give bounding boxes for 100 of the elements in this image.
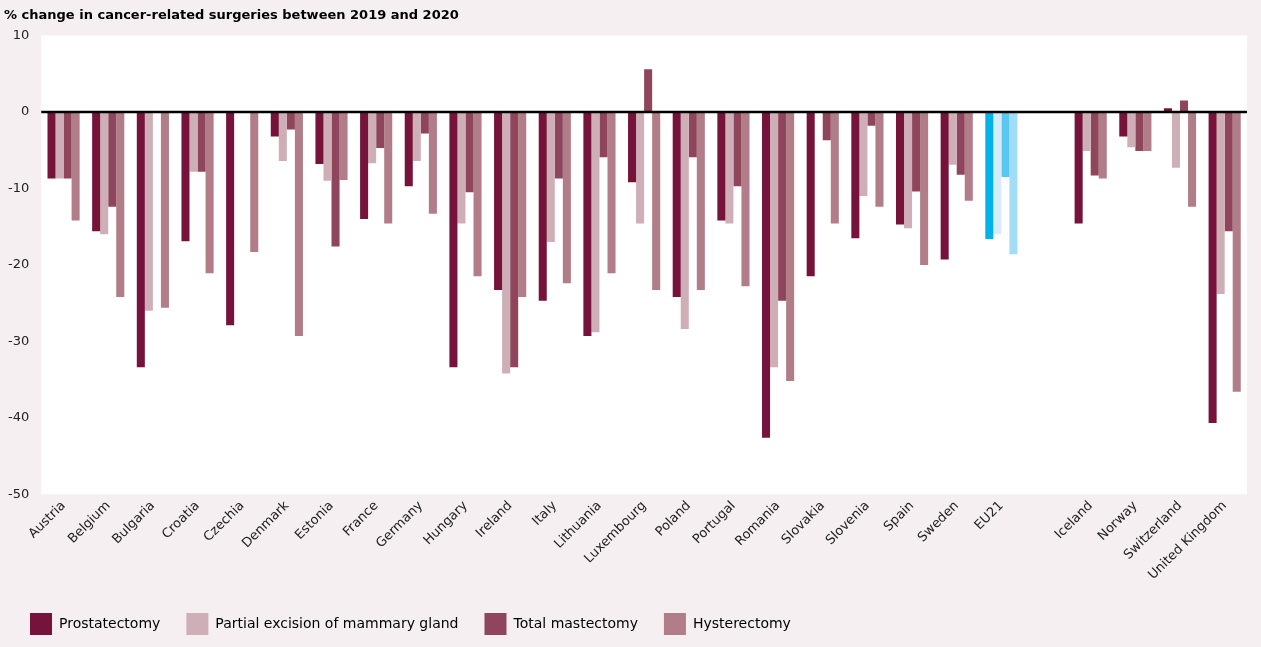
legend-label: Total mastectomy <box>512 614 638 631</box>
y-tick-label: -30 <box>8 332 30 348</box>
bar <box>859 112 868 197</box>
bar <box>904 112 913 229</box>
bar <box>1224 112 1233 232</box>
bar <box>420 112 429 134</box>
bar <box>136 112 145 368</box>
bar <box>270 112 279 137</box>
bar <box>465 112 474 193</box>
bar <box>1143 112 1152 152</box>
bar <box>628 112 637 183</box>
y-tick-label: -40 <box>8 409 30 425</box>
bar <box>1208 112 1217 424</box>
bar <box>384 112 393 224</box>
bar <box>323 112 332 181</box>
bar <box>680 112 689 330</box>
bar <box>205 112 214 274</box>
bar <box>55 112 64 179</box>
bar <box>116 112 125 297</box>
bar <box>851 112 860 239</box>
bar <box>315 112 324 165</box>
bar <box>449 112 458 368</box>
bar <box>1119 112 1128 137</box>
bar <box>920 112 929 265</box>
bar <box>741 112 750 287</box>
bar <box>599 112 608 158</box>
bar <box>518 112 527 297</box>
bar <box>412 112 421 161</box>
bar <box>806 112 815 277</box>
bar <box>1074 112 1083 224</box>
bar <box>956 112 965 175</box>
bar <box>652 112 661 291</box>
bar <box>339 112 348 181</box>
bar <box>108 112 117 207</box>
bar <box>733 112 742 187</box>
y-tick-label: -20 <box>8 256 30 272</box>
legend-label: Hysterectomy <box>692 614 791 631</box>
bar <box>822 112 831 141</box>
bar <box>100 112 109 235</box>
bar <box>368 112 377 164</box>
y-tick-label: 10 <box>12 26 30 42</box>
bar <box>144 112 153 311</box>
bar <box>160 112 169 308</box>
bar <box>940 112 949 260</box>
bar <box>181 112 190 242</box>
bar <box>912 112 921 192</box>
bar <box>189 112 198 172</box>
bar <box>762 112 771 438</box>
bar <box>948 112 957 165</box>
bar <box>404 112 413 187</box>
bar <box>562 112 571 284</box>
bar <box>895 112 905 225</box>
bar <box>473 112 482 277</box>
bar <box>964 112 973 201</box>
bar <box>644 69 653 113</box>
bar <box>1001 112 1010 177</box>
y-tick-label: 0 <box>20 103 30 119</box>
bar <box>1232 112 1241 392</box>
bar <box>538 112 547 301</box>
bar <box>376 112 385 148</box>
bar <box>591 112 600 333</box>
bar <box>250 112 259 252</box>
bar <box>607 112 616 274</box>
y-tick-label: -10 <box>8 179 30 195</box>
bar <box>1098 112 1107 179</box>
bar <box>770 112 779 368</box>
legend-label: Partial excision of mammary gland <box>215 614 459 631</box>
bar <box>510 112 519 368</box>
bar <box>1216 112 1225 294</box>
bar <box>786 112 795 382</box>
legend-label: Prostatectomy <box>59 614 161 631</box>
bar <box>583 112 592 336</box>
bar <box>428 112 437 214</box>
bar <box>494 112 503 291</box>
bar <box>1135 112 1144 152</box>
bar <box>554 112 563 179</box>
chart-title: % change in cancer-related surgeries between 2019 and 2020 <box>4 7 459 23</box>
bar <box>1171 112 1181 168</box>
bar <box>1188 112 1197 207</box>
bar <box>546 112 555 242</box>
bar <box>717 112 726 221</box>
bar <box>502 112 511 374</box>
bar <box>778 112 787 301</box>
bar <box>92 112 101 232</box>
bar <box>226 112 235 326</box>
bar <box>1127 112 1136 148</box>
bar <box>286 112 295 130</box>
bar <box>830 112 839 224</box>
bar <box>636 112 645 224</box>
bar <box>47 112 56 179</box>
y-tick-label: -50 <box>8 485 30 501</box>
bar <box>725 112 734 224</box>
bar <box>672 112 681 297</box>
bar <box>1090 112 1099 176</box>
bar <box>696 112 705 291</box>
bar <box>278 112 287 161</box>
bar <box>360 112 369 220</box>
bar <box>867 112 876 126</box>
bar <box>993 112 1002 235</box>
bar <box>1082 112 1091 152</box>
